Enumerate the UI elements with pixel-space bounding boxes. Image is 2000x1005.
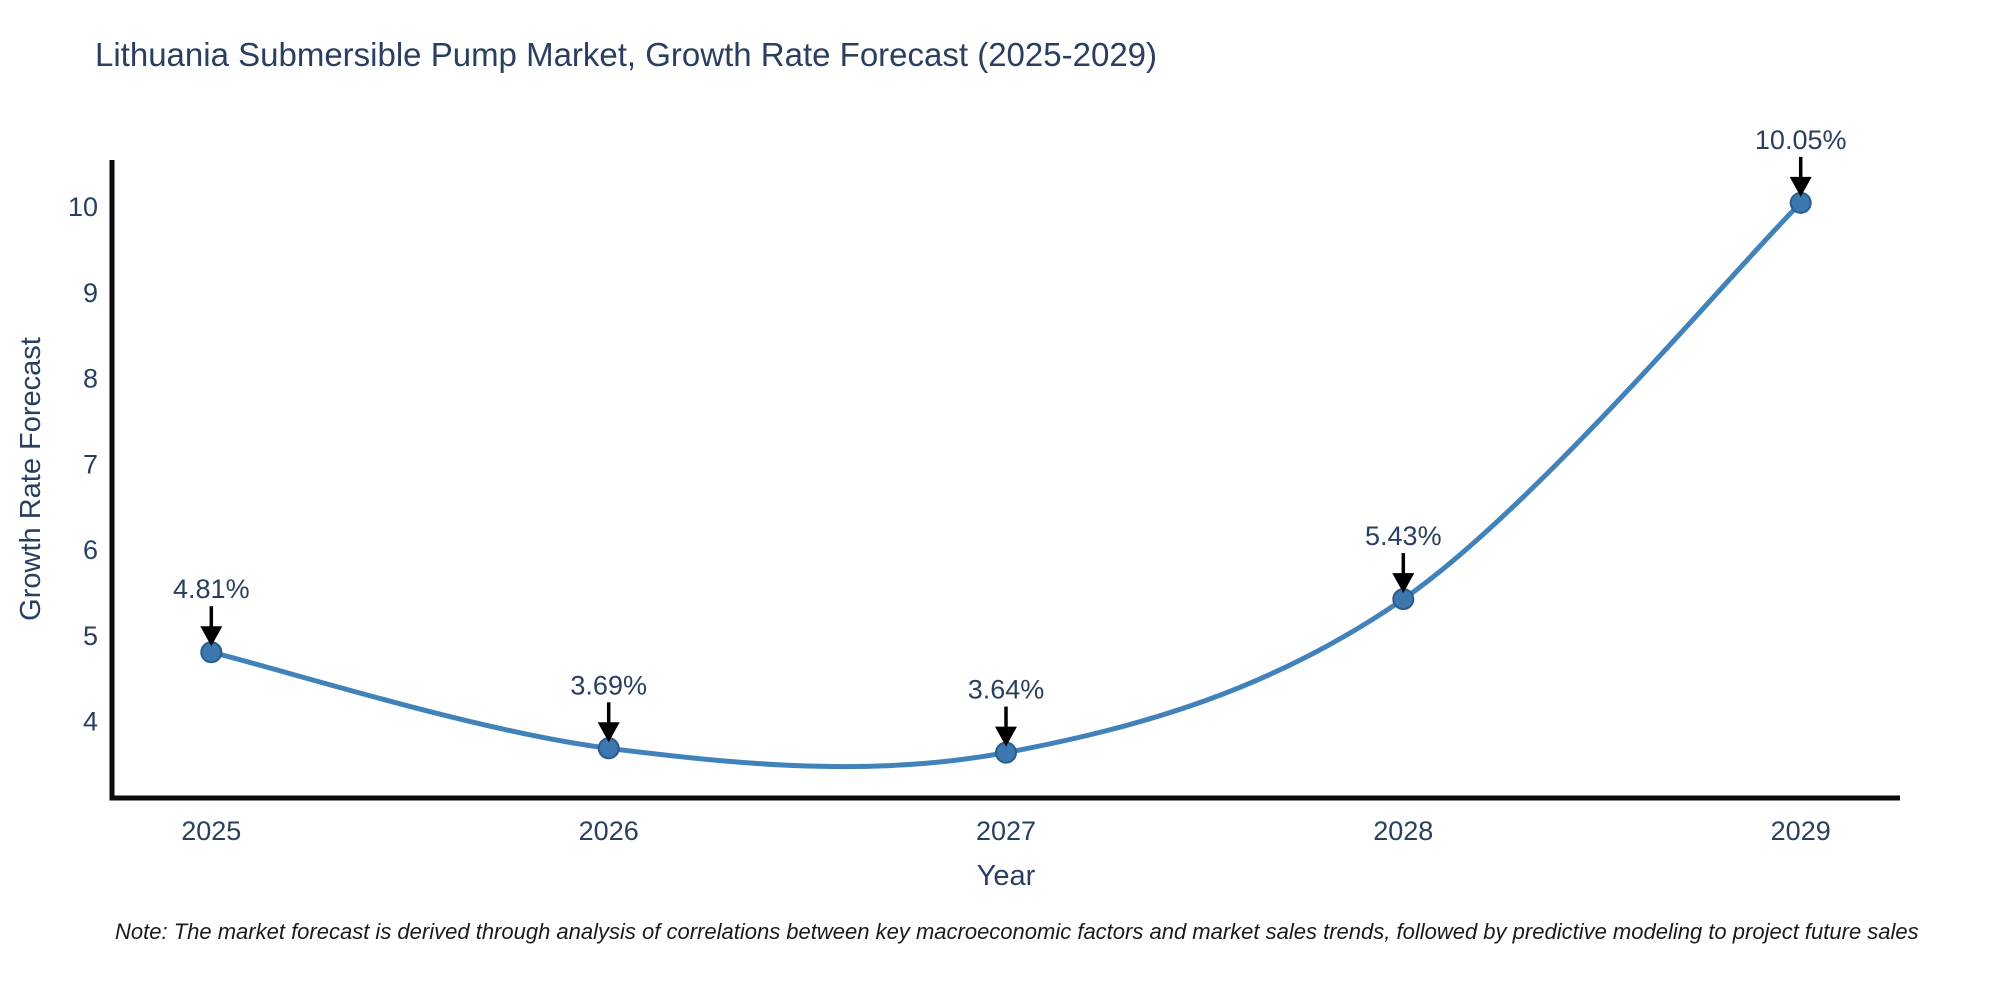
x-tick-label: 2027 bbox=[976, 816, 1036, 846]
y-tick-label: 6 bbox=[83, 535, 98, 565]
y-tick-label: 10 bbox=[68, 192, 98, 222]
x-tick-label: 2029 bbox=[1771, 816, 1831, 846]
data-point-label: 10.05% bbox=[1755, 125, 1847, 155]
annotation-arrowhead bbox=[1392, 573, 1415, 594]
y-tick-label: 7 bbox=[83, 449, 98, 479]
chart-title: Lithuania Submersible Pump Market, Growt… bbox=[95, 36, 1157, 73]
data-point-label: 3.69% bbox=[570, 670, 647, 700]
annotation-arrowhead bbox=[1789, 176, 1812, 197]
x-axis-title: Year bbox=[977, 860, 1036, 892]
y-tick-label: 9 bbox=[83, 278, 98, 308]
x-tick-label: 2026 bbox=[579, 816, 639, 846]
footnote: Note: The market forecast is derived thr… bbox=[115, 919, 1919, 944]
axis-lines bbox=[109, 160, 1900, 801]
y-tick-label: 8 bbox=[83, 364, 98, 394]
y-tick-label: 5 bbox=[83, 621, 98, 651]
x-tick-label: 2028 bbox=[1373, 816, 1433, 846]
annotation-arrowhead bbox=[597, 722, 620, 743]
y-tick-label: 4 bbox=[83, 707, 98, 737]
x-tick-label: 2025 bbox=[181, 816, 241, 846]
data-point-label: 3.64% bbox=[968, 675, 1045, 705]
data-point-label: 4.81% bbox=[173, 574, 250, 604]
plot-area: 4 5 6 7 8 9 10 2025 2026 2027 2028 2029 4.81% 3.69% 3.… bbox=[68, 125, 1900, 846]
annotation-arrowhead bbox=[995, 726, 1017, 747]
y-axis-title: Growth Rate Forecast bbox=[15, 337, 47, 621]
data-point-label: 5.43% bbox=[1365, 521, 1442, 551]
annotation-arrowhead bbox=[200, 626, 223, 647]
